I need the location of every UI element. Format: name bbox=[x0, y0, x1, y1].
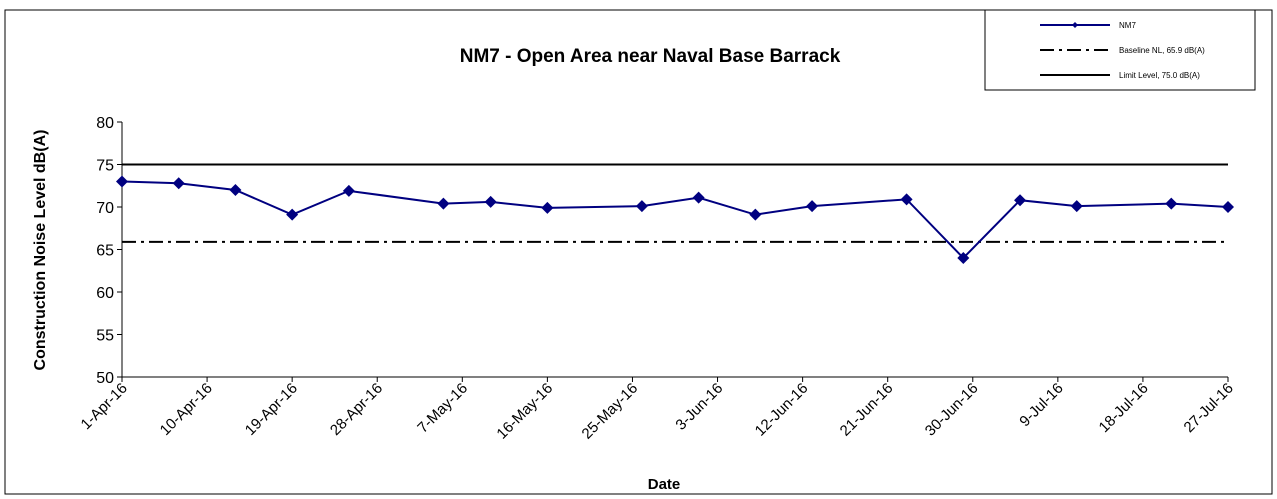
data-point bbox=[692, 191, 705, 204]
data-point bbox=[1165, 197, 1178, 210]
data-line bbox=[121, 180, 1229, 260]
data-point bbox=[957, 252, 970, 264]
y-tick-label: 75 bbox=[96, 158, 114, 175]
y-tick-label: 55 bbox=[96, 328, 114, 345]
data-point bbox=[1222, 201, 1234, 213]
chart-border bbox=[4, 9, 1273, 495]
data-point bbox=[172, 177, 185, 190]
data-point bbox=[1014, 194, 1027, 207]
legend-label: Baseline NL, 65.9 dB(A) bbox=[1119, 46, 1205, 55]
data-point bbox=[749, 208, 762, 221]
y-tick-label: 65 bbox=[96, 243, 114, 260]
data-point bbox=[806, 200, 819, 213]
data-point bbox=[541, 201, 554, 214]
legend-label: NM7 bbox=[1119, 21, 1136, 30]
data-point bbox=[342, 184, 355, 197]
data-point bbox=[229, 184, 242, 196]
y-tick-label: 70 bbox=[96, 200, 114, 217]
data-point bbox=[484, 195, 497, 208]
data-point bbox=[900, 193, 913, 206]
y-axis-label: Construction Noise Level dB(A) bbox=[32, 130, 49, 371]
chart-title: NM7 - Open Area near Naval Base Barrack bbox=[460, 46, 841, 67]
data-point bbox=[635, 200, 648, 213]
legend-label: Limit Level, 75.0 dB(A) bbox=[1119, 71, 1200, 80]
data-point bbox=[1070, 200, 1083, 213]
x-axis-label: Date bbox=[648, 476, 681, 493]
y-tick-label: 60 bbox=[96, 285, 114, 302]
data-point bbox=[116, 175, 128, 188]
data-point bbox=[437, 197, 450, 210]
y-tick-label: 80 bbox=[96, 115, 114, 132]
y-tick-label: 50 bbox=[96, 370, 114, 387]
legend-box bbox=[984, 9, 1256, 91]
legend-marker bbox=[1072, 22, 1078, 28]
data-point bbox=[286, 208, 299, 221]
